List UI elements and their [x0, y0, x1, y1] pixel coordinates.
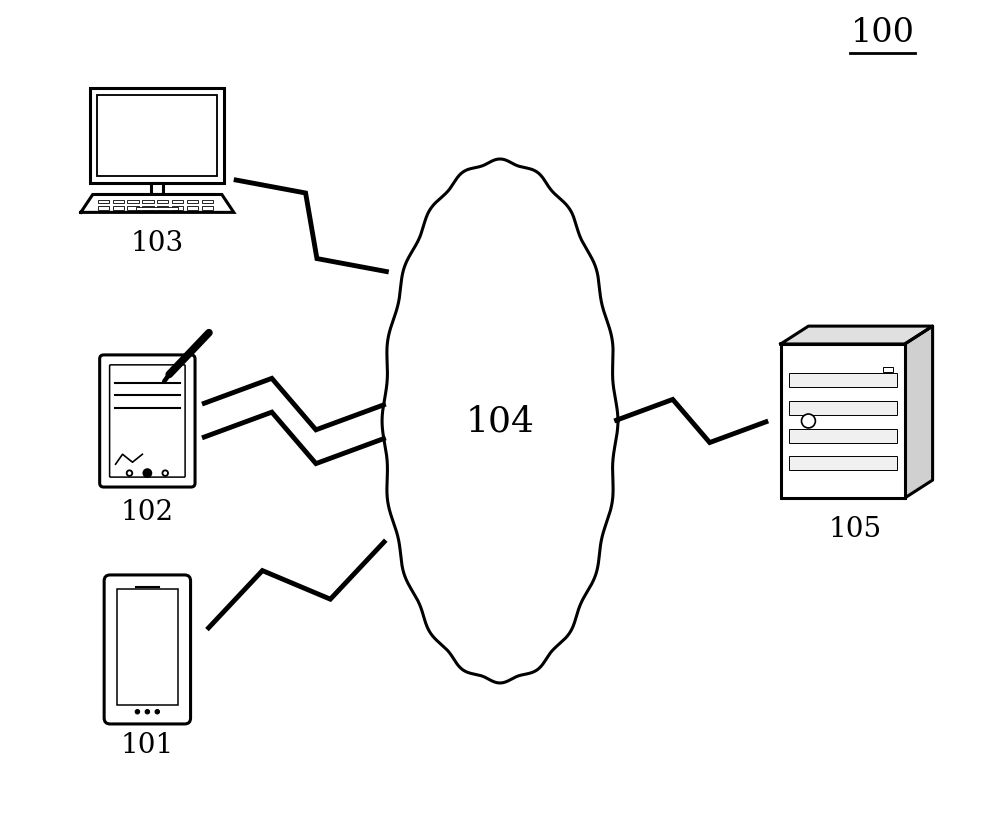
Bar [202, 201, 213, 204]
Bar [136, 208, 178, 211]
Bar [142, 201, 154, 204]
Bar [113, 201, 124, 204]
Bar [187, 201, 198, 204]
Circle shape [801, 415, 815, 428]
Bar [117, 589, 178, 706]
Polygon shape [81, 196, 234, 213]
Bar [789, 429, 897, 443]
Text: 105: 105 [828, 516, 881, 543]
Text: 103: 103 [131, 230, 184, 257]
Circle shape [162, 471, 168, 477]
Text: 100: 100 [850, 18, 914, 49]
Circle shape [127, 471, 132, 477]
Bar [157, 201, 168, 204]
Bar [187, 206, 198, 211]
Bar [789, 374, 897, 388]
FancyBboxPatch shape [110, 365, 185, 477]
Circle shape [145, 710, 150, 714]
Bar [781, 344, 905, 498]
FancyBboxPatch shape [104, 575, 191, 724]
Polygon shape [905, 327, 933, 498]
Bar [127, 206, 139, 211]
Bar [202, 206, 213, 211]
Text: 104: 104 [465, 405, 534, 438]
Bar [142, 206, 154, 211]
Circle shape [155, 710, 159, 714]
Bar [97, 96, 217, 176]
Polygon shape [781, 327, 933, 344]
Circle shape [143, 470, 151, 477]
Bar [172, 206, 183, 211]
Bar [172, 201, 183, 204]
FancyBboxPatch shape [100, 355, 195, 487]
Bar [789, 456, 897, 471]
Circle shape [135, 710, 140, 714]
Bar [151, 183, 163, 196]
Text: 102: 102 [121, 499, 174, 526]
Bar [98, 201, 109, 204]
Bar [883, 368, 893, 372]
Bar [789, 401, 897, 415]
Bar [157, 206, 168, 211]
Bar [113, 206, 124, 211]
Bar [127, 201, 139, 204]
Bar [98, 206, 109, 211]
Text: 101: 101 [121, 731, 174, 758]
Bar [90, 89, 224, 183]
Polygon shape [382, 160, 618, 683]
